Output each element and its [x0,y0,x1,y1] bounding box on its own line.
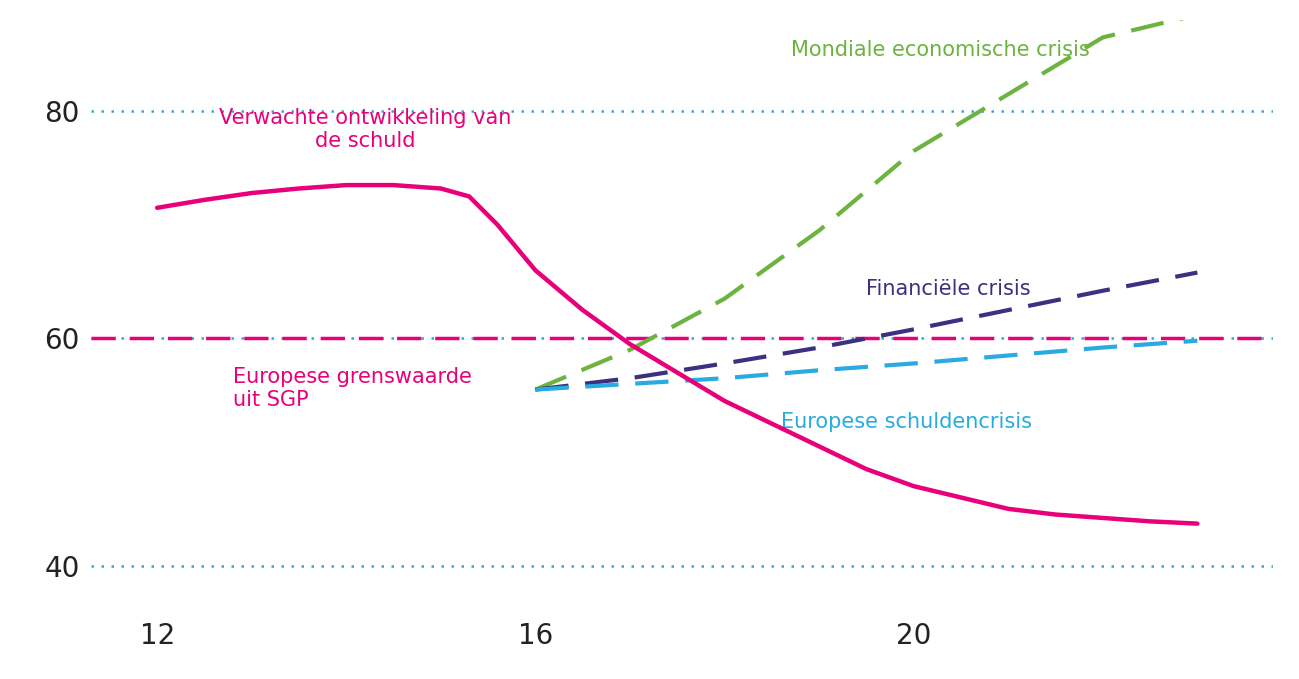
Text: Financiële crisis: Financiële crisis [866,278,1031,299]
Text: Verwachte ontwikkeling van
de schuld: Verwachte ontwikkeling van de schuld [220,108,512,151]
Text: Europese schuldencrisis: Europese schuldencrisis [781,412,1033,433]
Text: Europese grenswaarde
uit SGP: Europese grenswaarde uit SGP [233,367,472,410]
Text: Mondiale economische crisis: Mondiale economische crisis [791,40,1090,60]
